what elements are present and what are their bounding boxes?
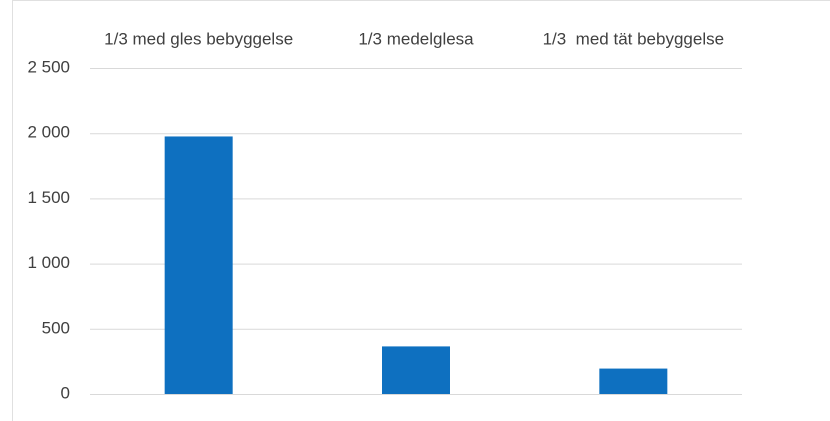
y-tick-label: 2 000 xyxy=(27,123,70,142)
bar xyxy=(599,368,668,394)
y-tick-label: 1 000 xyxy=(27,253,70,272)
y-tick-label: 1 500 xyxy=(27,188,70,207)
y-tick-label: 500 xyxy=(42,318,70,337)
y-tick-label: 0 xyxy=(61,383,70,402)
category-label: 1/3 med gles bebyggelse xyxy=(104,29,293,48)
bar xyxy=(382,346,450,394)
y-tick-label: 2 500 xyxy=(27,57,70,76)
category-label: 1/3 med tät bebyggelse xyxy=(543,29,724,48)
bar xyxy=(164,136,233,394)
category-label: 1/3 medelglesa xyxy=(358,29,474,48)
